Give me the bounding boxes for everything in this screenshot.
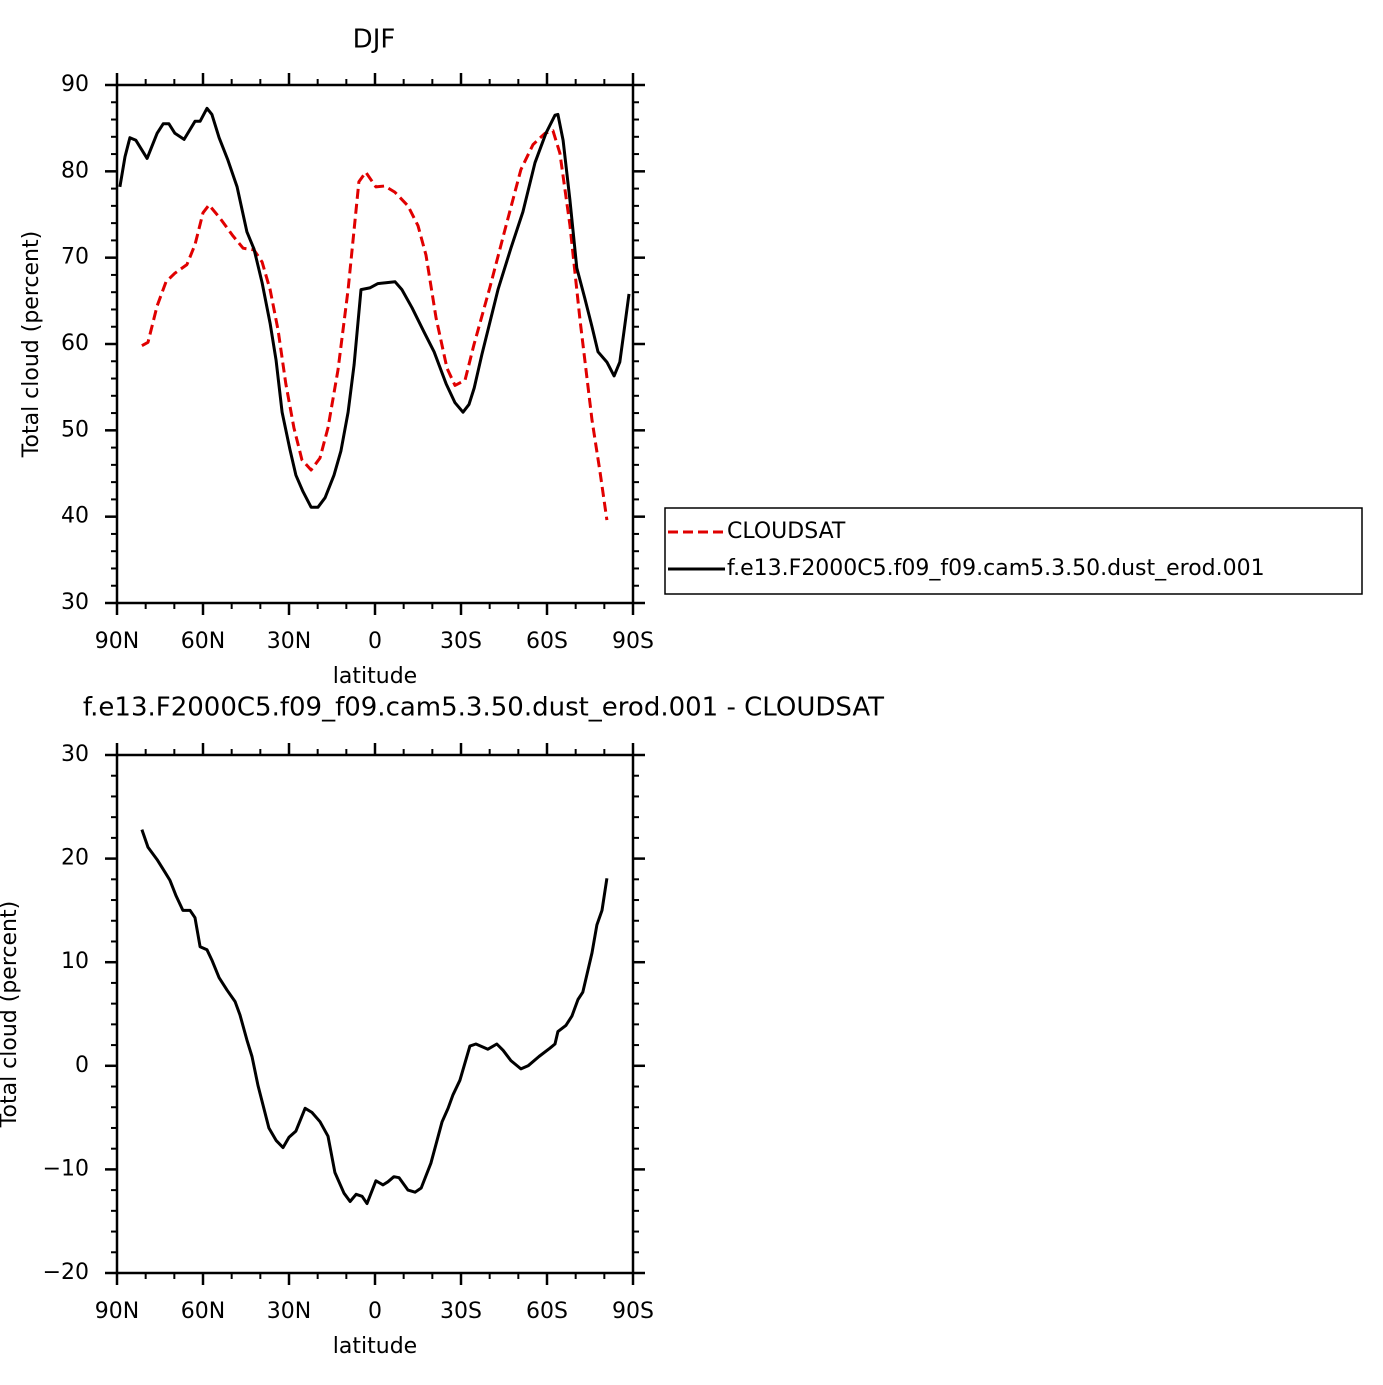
legend-box (664, 507, 1363, 595)
x-tick-label: 60N (181, 1299, 225, 1324)
series-line (141, 129, 609, 521)
y-tick-label: −20 (43, 1260, 89, 1285)
legend-label: f.e13.F2000C5.f09_f09.cam5.3.50.dust_ero… (727, 556, 1265, 581)
y-axis-label: Total cloud (percent) (19, 231, 44, 458)
y-tick-label: 50 (61, 417, 89, 442)
x-tick-label: 30S (440, 629, 482, 654)
chart-title: DJF (353, 25, 396, 55)
y-tick-label: 70 (61, 245, 89, 270)
x-tick-label: 60N (181, 629, 225, 654)
y-tick-label: 60 (61, 331, 89, 356)
series-line (118, 106, 631, 509)
y-tick-label: 0 (75, 1053, 89, 1078)
x-tick-label: 30N (267, 629, 311, 654)
y-tick-label: −10 (43, 1156, 89, 1181)
y-tick-label: 20 (61, 846, 89, 871)
x-tick-label: 30N (267, 1299, 311, 1324)
x-axis-label: latitude (333, 664, 417, 689)
plot-frame (115, 753, 635, 1275)
x-tick-label: 0 (368, 629, 382, 654)
chart-title: f.e13.F2000C5.f09_f09.cam5.3.50.dust_ero… (83, 693, 884, 723)
y-axis-label: Total cloud (percent) (0, 901, 22, 1128)
x-tick-label: 60S (526, 1299, 568, 1324)
x-tick-label: 0 (368, 1299, 382, 1324)
x-tick-label: 90N (95, 1299, 139, 1324)
y-tick-label: 90 (61, 72, 89, 97)
x-tick-label: 90S (612, 629, 654, 654)
x-tick-label: 90S (612, 1299, 654, 1324)
x-tick-label: 60S (526, 629, 568, 654)
legend-label: CLOUDSAT (727, 519, 846, 544)
y-tick-label: 10 (61, 949, 89, 974)
y-tick-label: 30 (61, 590, 89, 615)
y-tick-label: 30 (61, 742, 89, 767)
x-tick-label: 90N (95, 629, 139, 654)
y-tick-label: 80 (61, 158, 89, 183)
y-tick-label: 40 (61, 504, 89, 529)
x-tick-label: 30S (440, 1299, 482, 1324)
x-axis-label: latitude (333, 1334, 417, 1359)
series-line (140, 829, 609, 1206)
plot-frame (115, 83, 635, 605)
